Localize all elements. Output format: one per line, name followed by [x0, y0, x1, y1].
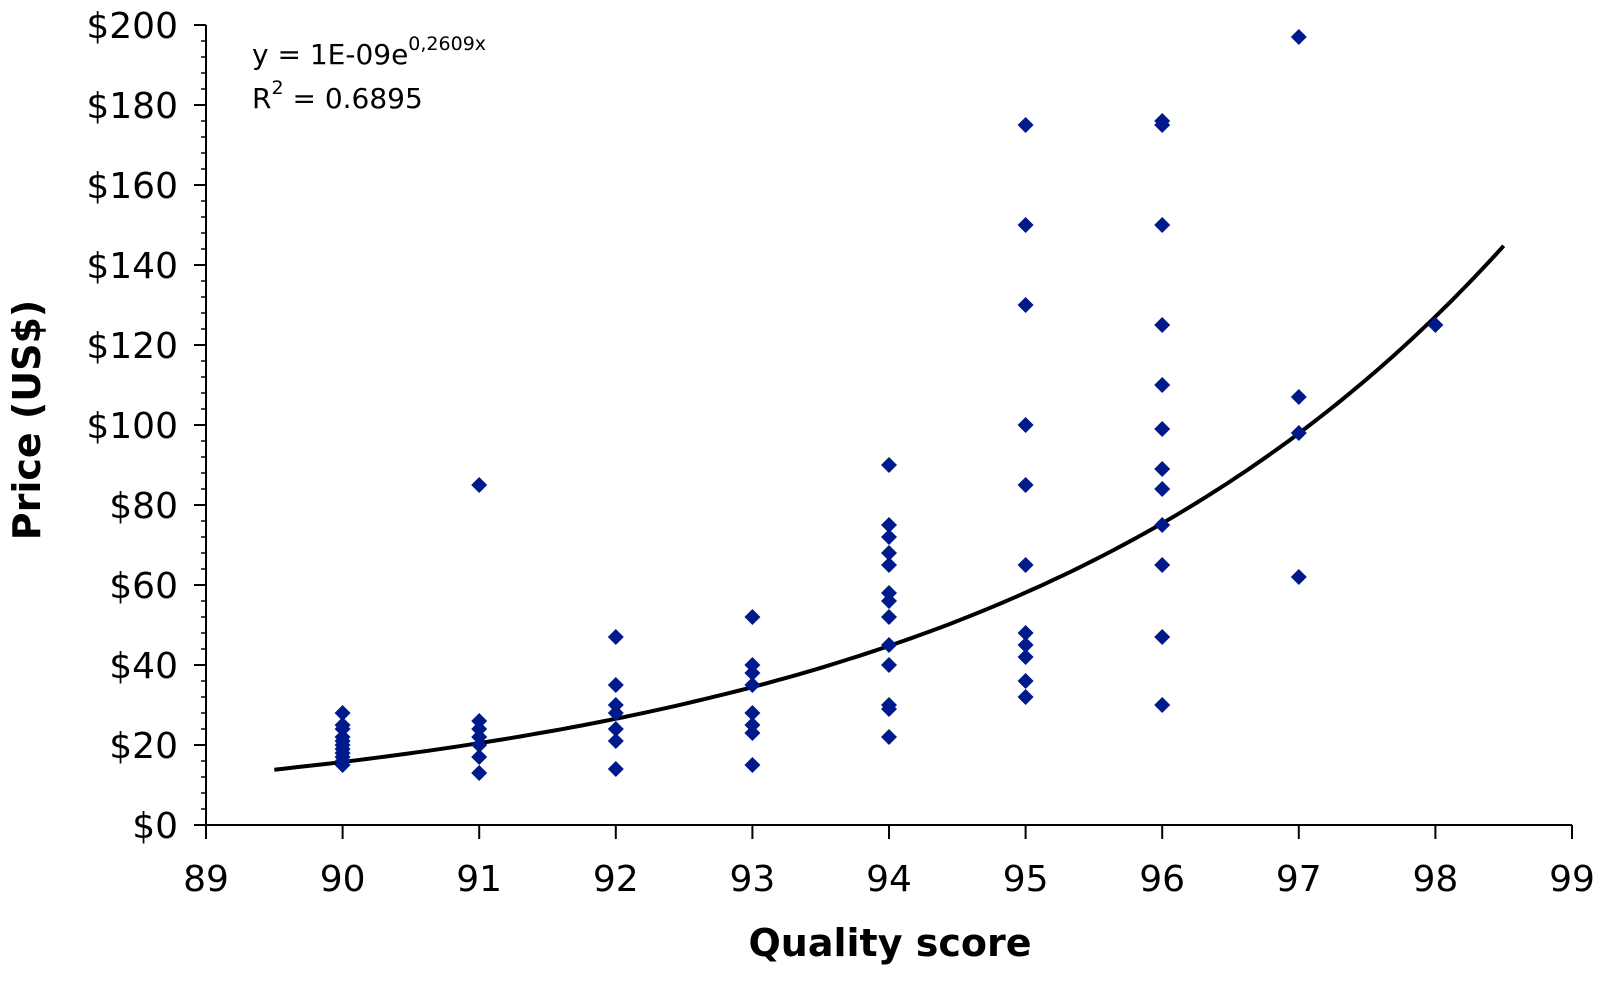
y-tick-label: $180 [86, 86, 178, 127]
data-point [1017, 417, 1034, 433]
data-point [334, 705, 351, 721]
data-point [744, 725, 761, 741]
trendline-r-squared: R2 = 0.6895 [252, 77, 423, 115]
x-tick-label: 96 [1139, 859, 1185, 900]
data-point [1154, 317, 1171, 333]
y-axis: $0 $20 $40 $60 $80 $100 $120 $140 $160 $180 $200 [86, 6, 207, 847]
trendline-equation: y = 1E-09e0,2609x [252, 33, 486, 71]
x-tick-label: 98 [1412, 859, 1458, 900]
data-point [1290, 29, 1307, 45]
data-point [607, 705, 624, 721]
data-point [1290, 389, 1307, 405]
data-point [744, 609, 761, 625]
data-point [881, 701, 897, 717]
data-point [744, 665, 761, 681]
trendline [274, 244, 1506, 772]
x-tick-label: 94 [866, 859, 912, 900]
data-point [1154, 377, 1171, 393]
x-axis: 89 90 91 92 93 94 95 96 97 98 99 [183, 824, 1595, 900]
data-point [1290, 569, 1307, 585]
data-point [881, 517, 897, 533]
y-tick-label: $20 [109, 726, 178, 767]
y-tick-label: $80 [109, 486, 178, 527]
data-point [881, 545, 897, 561]
data-point [1017, 557, 1034, 573]
data-point [607, 733, 624, 749]
data-point [881, 657, 897, 673]
data-point [607, 629, 624, 645]
x-tick-label: 93 [729, 859, 775, 900]
data-point [1017, 637, 1034, 653]
data-point [1017, 477, 1034, 493]
x-tick-label: 90 [320, 859, 366, 900]
x-tick-label: 89 [183, 859, 229, 900]
x-tick-label: 97 [1276, 859, 1322, 900]
y-tick-label: $140 [86, 246, 178, 287]
x-axis-title: Quality score [749, 921, 1032, 965]
data-points [334, 29, 1444, 781]
data-point [334, 757, 351, 773]
data-point [1154, 421, 1171, 437]
data-point [1154, 697, 1171, 713]
data-point [744, 677, 761, 693]
y-tick-label: $200 [86, 6, 178, 47]
data-point [1290, 425, 1307, 441]
data-point [881, 593, 897, 609]
data-point [1017, 297, 1034, 313]
data-point [471, 737, 488, 753]
data-point [471, 749, 488, 765]
data-point [881, 557, 897, 573]
data-point [1017, 117, 1034, 133]
x-tick-label: 95 [1003, 859, 1049, 900]
data-point [1154, 517, 1171, 533]
y-tick-label: $60 [109, 566, 178, 607]
data-point [607, 677, 624, 693]
data-point [881, 729, 897, 745]
y-tick-label: $160 [86, 166, 178, 207]
x-tick-label: 91 [456, 859, 502, 900]
data-point [1154, 117, 1171, 133]
data-point [1017, 649, 1034, 665]
data-point [1017, 689, 1034, 705]
data-point [881, 457, 897, 473]
y-axis-title: Price (US$) [5, 300, 49, 541]
data-point [1154, 461, 1171, 477]
y-tick-label: $120 [86, 326, 178, 367]
x-tick-label: 92 [593, 859, 639, 900]
data-point [607, 761, 624, 777]
data-point [744, 705, 761, 721]
data-point [744, 757, 761, 773]
data-point [1427, 317, 1444, 333]
data-point [1154, 481, 1171, 497]
y-tick-label: $40 [109, 646, 178, 687]
data-point [1154, 557, 1171, 573]
data-point [1017, 625, 1034, 641]
trendline-equation-exponent: 0,2609x [408, 33, 486, 55]
data-point [471, 765, 488, 781]
data-point [1017, 673, 1034, 689]
y-tick-label: $0 [132, 806, 178, 847]
data-point [1017, 217, 1034, 233]
data-point [607, 721, 624, 737]
data-point [1154, 217, 1171, 233]
data-point [471, 477, 488, 493]
trendline-curve [274, 244, 1506, 772]
data-point [881, 609, 897, 625]
data-point [881, 637, 897, 653]
data-point [881, 529, 897, 545]
data-point [1154, 629, 1171, 645]
x-tick-label: 99 [1549, 859, 1595, 900]
y-tick-label: $100 [86, 406, 178, 447]
